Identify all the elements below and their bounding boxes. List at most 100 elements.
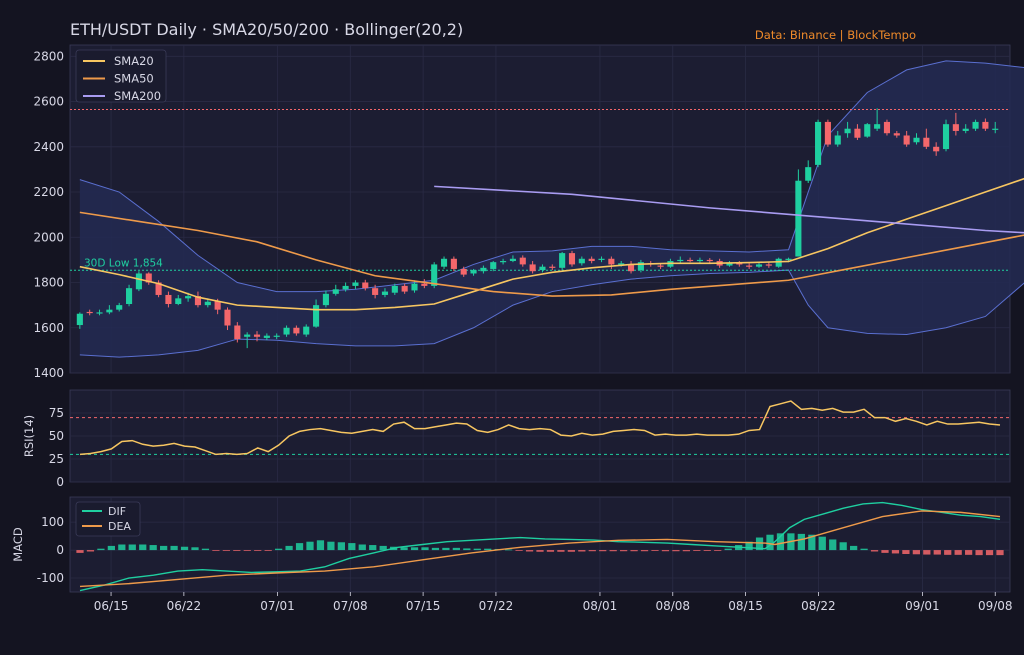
candle	[539, 264, 546, 273]
candle-body	[342, 285, 349, 290]
macd-histogram-bar	[442, 547, 450, 551]
candle	[253, 331, 261, 342]
candle-body	[362, 282, 369, 289]
macd-tick-label: 100	[41, 515, 64, 529]
candle-body	[559, 253, 566, 268]
bollinger-lower-line	[79, 269, 1024, 358]
price-panel: 1400 1600 1800 2000 2200 2400 2600 2800 30D Low …	[33, 44, 1024, 380]
legend-label: SMA200	[114, 89, 161, 103]
candle-body	[972, 121, 979, 129]
macd-histogram-bar	[170, 545, 178, 551]
candle-body	[962, 128, 969, 131]
macd-histogram-bar	[975, 550, 983, 556]
macd-histogram-bar	[630, 550, 638, 552]
macd-histogram-bar	[829, 539, 837, 551]
candle-body	[155, 282, 162, 295]
macd-histogram-bar	[546, 550, 555, 552]
candle-body	[687, 259, 694, 262]
legend-label: SMA50	[114, 72, 154, 86]
candle	[992, 121, 999, 134]
candle-body	[903, 135, 910, 145]
candle	[145, 272, 152, 285]
candle	[86, 309, 93, 316]
candle	[509, 255, 516, 263]
x-tick-label: 07/01	[260, 599, 295, 613]
macd-histogram-bar	[954, 550, 962, 555]
candle-body	[76, 313, 83, 326]
macd-histogram-bar	[525, 550, 534, 552]
candle-body	[106, 309, 113, 313]
candle	[637, 259, 644, 273]
price-tick-label: 1400	[33, 366, 64, 380]
candle	[411, 280, 418, 293]
macd-histogram-bar	[776, 533, 785, 551]
candle-body	[598, 258, 605, 260]
macd-histogram-bar	[766, 534, 774, 551]
candle-body	[490, 262, 497, 269]
macd-histogram-bar	[421, 547, 429, 551]
x-tick-label: 08/15	[728, 599, 763, 613]
candle-body	[135, 273, 142, 290]
candle	[116, 302, 123, 312]
rsi-line	[79, 400, 1001, 456]
candle	[391, 283, 398, 295]
macd-histogram-bar	[703, 550, 711, 551]
candle-body	[411, 283, 418, 291]
candle-body	[470, 270, 477, 274]
macd-histogram-bar	[944, 550, 952, 555]
candle	[942, 119, 950, 152]
macd-histogram-bar	[243, 550, 251, 551]
macd-histogram-bar	[285, 545, 293, 551]
candle	[578, 256, 585, 266]
candle-body	[185, 296, 192, 299]
macd-histogram-bar	[400, 547, 408, 551]
macd-histogram-bar	[160, 545, 168, 551]
price-tick-label: 1600	[33, 321, 64, 335]
candle	[322, 290, 329, 308]
candle-body	[352, 282, 359, 286]
candle-body	[165, 294, 172, 305]
macd-histogram-bar	[86, 550, 95, 552]
candle-body	[677, 259, 684, 262]
legend-box	[75, 49, 167, 103]
candle-body	[204, 301, 211, 306]
candle-body	[244, 334, 251, 337]
macd-histogram-bar	[473, 548, 481, 551]
candle	[893, 130, 900, 138]
x-tick-label: 08/01	[583, 599, 618, 613]
candle-body	[952, 124, 959, 131]
candle-body	[450, 258, 457, 269]
candle-body	[273, 335, 280, 337]
candle	[529, 261, 536, 274]
candle-body	[283, 327, 290, 335]
price-tick-label: 2000	[33, 230, 64, 244]
macd-histogram-bar	[337, 542, 345, 551]
x-tick-label: 06/22	[167, 599, 202, 613]
candle	[293, 325, 300, 336]
macd-histogram-bar	[651, 550, 659, 551]
candle	[332, 284, 339, 296]
candle-body	[588, 258, 595, 262]
macd-histogram-bar	[588, 550, 596, 552]
candle	[913, 133, 920, 145]
legend-label: DIF	[108, 505, 126, 518]
candle	[844, 121, 851, 138]
candle-body	[500, 261, 507, 263]
macd-histogram-bar	[870, 550, 879, 552]
candle-body	[322, 293, 329, 306]
chart-title: ETH/USDT Daily · SMA20/50/200 · Bollinge…	[70, 20, 463, 39]
candle-body	[175, 298, 182, 305]
macd-tick-label: -100	[37, 571, 64, 585]
candle	[706, 258, 713, 264]
candle	[736, 261, 743, 267]
candle	[224, 307, 231, 331]
candle-body	[992, 128, 999, 130]
candle-body	[834, 135, 841, 145]
candle-body	[775, 258, 782, 267]
candle-body	[263, 335, 270, 338]
macd-histogram-bar	[818, 536, 826, 551]
candle	[864, 123, 871, 138]
macd-histogram-bar	[327, 541, 335, 551]
candle	[854, 124, 861, 141]
candle	[834, 130, 841, 147]
